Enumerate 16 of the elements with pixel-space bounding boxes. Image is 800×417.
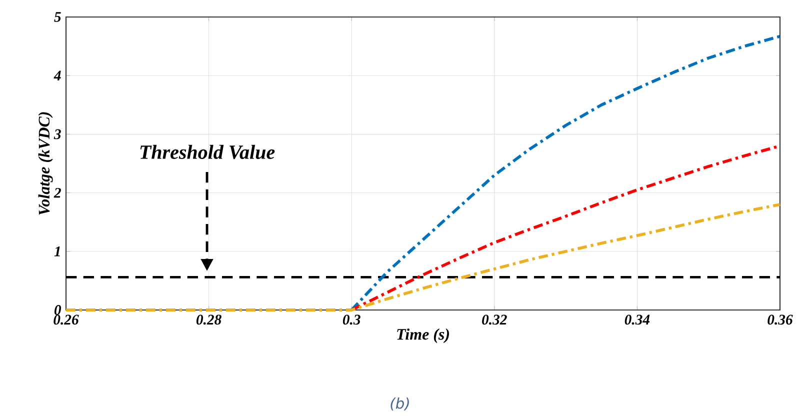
y-tick-label: 2 — [54, 188, 61, 198]
x-tick-label: 0.3 — [342, 314, 360, 325]
x-tick-label: 0.34 — [624, 314, 650, 325]
y-tick-label: 1 — [54, 246, 60, 256]
text: (b) — [390, 397, 409, 411]
x-tick-label: 0.36 — [768, 314, 793, 325]
x-tick-label: 0.26 — [54, 314, 79, 325]
y-tick-label: 4 — [54, 70, 61, 80]
annotation: Threshold Value — [140, 144, 275, 160]
y-tick-label: 0 — [54, 305, 62, 315]
x-tick-label: 0.28 — [196, 314, 222, 325]
x-axis-title: Time (s) — [397, 328, 450, 343]
x-tick-label: 0.32 — [482, 314, 507, 325]
y-tick-label: 3 — [54, 129, 61, 140]
y-tick-label: 5 — [54, 12, 61, 22]
y-axis-title: Volatge (kVDC) — [38, 112, 53, 215]
